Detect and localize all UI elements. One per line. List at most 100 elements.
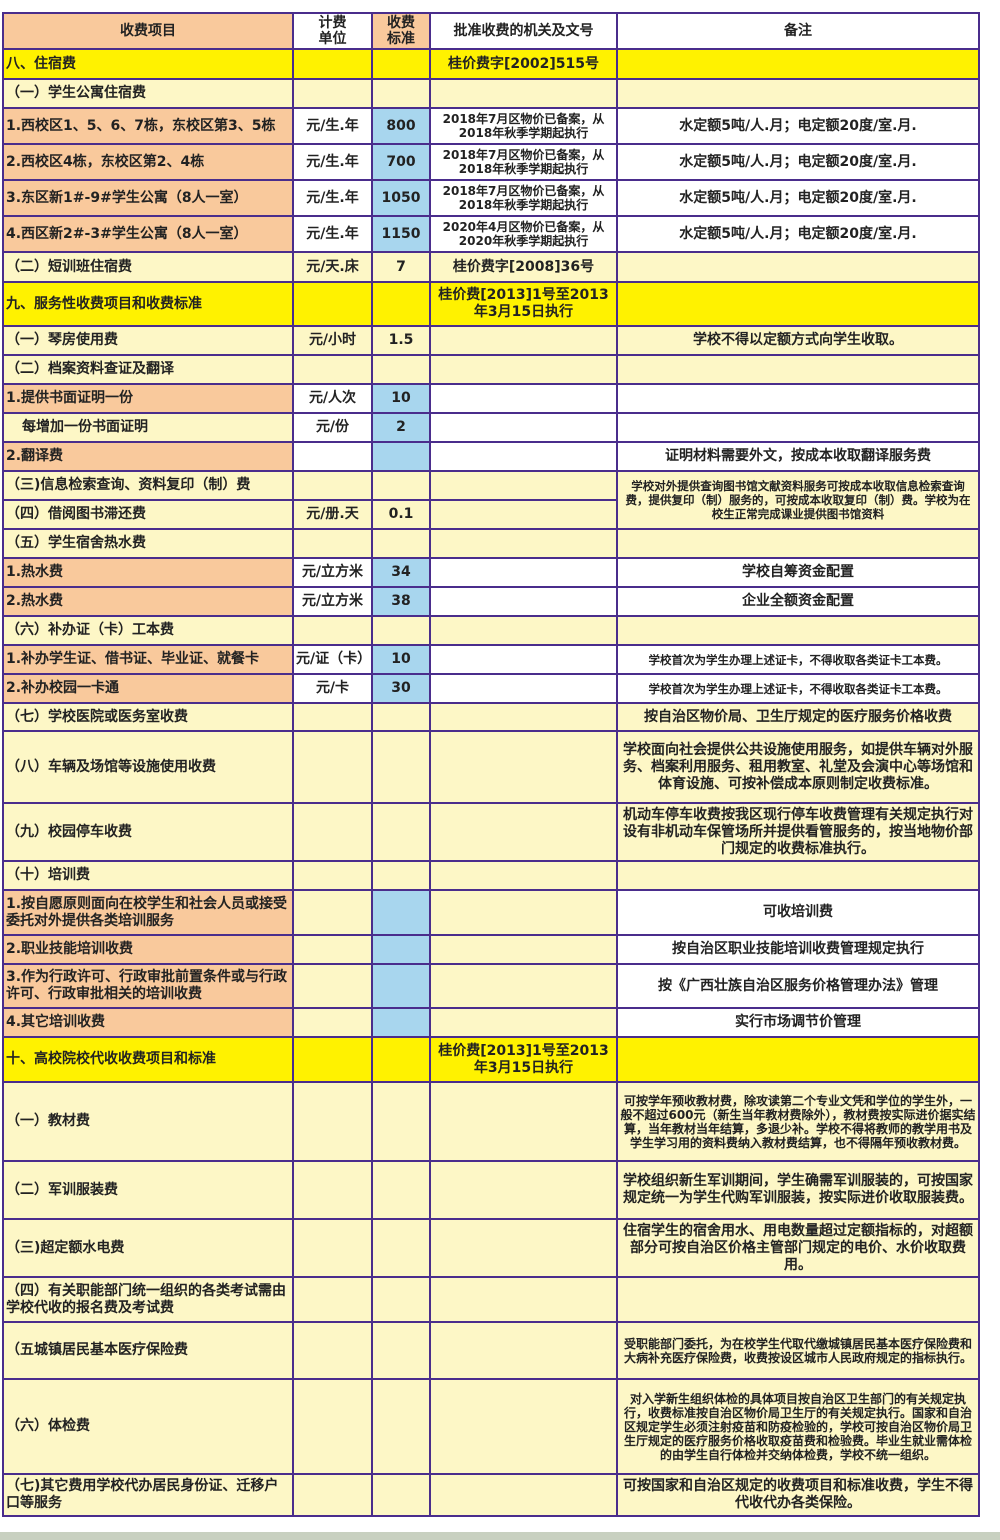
cell-item: 九、服务性收费项目和收费标准 xyxy=(2,281,294,327)
cell-authority xyxy=(429,644,618,675)
cell-item: 4.其它培训收费 xyxy=(2,1007,294,1038)
cell-price: 1050 xyxy=(371,179,431,217)
header-item: 收费项目 xyxy=(2,12,294,50)
cell-authority xyxy=(429,1276,618,1323)
cell-authority xyxy=(429,1218,618,1278)
bottom-bar xyxy=(0,1532,1000,1540)
cell-remark xyxy=(616,412,980,443)
cell-price xyxy=(371,1276,431,1323)
cell-remark: 学校首次为学生办理上述证卡，不得收取各类证卡工本费。 xyxy=(616,644,980,675)
cell-price: 800 xyxy=(371,107,431,145)
cell-price: 10 xyxy=(371,644,431,675)
cell-unit xyxy=(292,1473,373,1517)
table-row: （八）车辆及场馆等设施使用收费 学校面向社会提供公共设施使用服务，如提供车辆对外服… xyxy=(2,730,980,804)
cell-remark: 按《广西壮族自治区服务价格管理办法》管理 xyxy=(616,963,980,1009)
table-row: 每增加一份书面证明 元/份 2 xyxy=(2,412,980,443)
cell-remark: 可按学年预收教材费，除攻读第二个专业文凭和学位的学生外，一般不超过600元（新生… xyxy=(616,1081,980,1162)
cell-price: 2 xyxy=(371,412,431,443)
cell-unit: 元/立方米 xyxy=(292,586,373,617)
table-row: 九、服务性收费项目和收费标准 桂价费[2013]1号至2013年3月15日执行 xyxy=(2,281,980,327)
header-unit: 计费 单位 xyxy=(292,12,373,50)
header-row: 收费项目 计费 单位 收费 标准 批准收费的机关及文号 备注 xyxy=(2,12,980,50)
cell-authority xyxy=(429,963,618,1009)
cell-authority xyxy=(429,802,618,862)
table-row: 1.西校区1、5、6、7栋，东校区第3、5栋 元/生.年 800 2018年7月区物价… xyxy=(2,107,980,145)
cell-price xyxy=(371,802,431,862)
cell-item: （二）档案资料查证及翻译 xyxy=(2,354,294,385)
fee-table: 收费项目 计费 单位 收费 标准 批准收费的机关及文号 备注 八、住宿费 桂价费字… xyxy=(2,12,980,1517)
cell-item: （二）军训服装费 xyxy=(2,1160,294,1220)
cell-price xyxy=(371,702,431,732)
cell-unit: 元/证（卡） xyxy=(292,644,373,675)
cell-unit: 元/小时 xyxy=(292,325,373,356)
cell-item: 2.热水费 xyxy=(2,586,294,617)
cell-remark: 实行市场调节价管理 xyxy=(616,1007,980,1038)
table-row: 3.东区新1#-9#学生公寓（8人一室） 元/生.年 1050 2018年7月区物价已… xyxy=(2,179,980,217)
cell-authority xyxy=(429,889,618,936)
cell-item: （四）有关职能部门统一组织的各类考试需由学校代收的报名费及考试费 xyxy=(2,1276,294,1323)
cell-unit xyxy=(292,730,373,804)
header-authority: 批准收费的机关及文号 xyxy=(429,12,618,50)
cell-remark: 学校不得以定额方式向学生收取。 xyxy=(616,325,980,356)
cell-unit xyxy=(292,802,373,862)
cell-unit xyxy=(292,528,373,559)
cell-remark: 水定额5吨/人.月；电定额20度/室.月. xyxy=(616,179,980,217)
table-row: （二）短训班住宿费 元/天.床 7 桂价费字[2008]36号 xyxy=(2,251,980,283)
table-row: （五）学生宿舍热水费 xyxy=(2,528,980,559)
cell-item: （四）借阅图书滞还费 xyxy=(2,499,294,530)
cell-authority xyxy=(429,1081,618,1162)
cell-authority xyxy=(429,78,618,109)
cell-item: 3.作为行政许可、行政审批前置条件或与行政许可、行政审批相关的培训收费 xyxy=(2,963,294,1009)
cell-remark xyxy=(616,860,980,891)
cell-unit xyxy=(292,702,373,732)
cell-price xyxy=(371,963,431,1009)
cell-item: （六）体检费 xyxy=(2,1378,294,1475)
cell-remark: 学校组织新生军训期间，学生确需军训服装的，可按国家规定统一为学生代购军训服装，按… xyxy=(616,1160,980,1220)
cell-authority xyxy=(429,1007,618,1038)
cell-item: 2.西校区4栋，东校区第2、4栋 xyxy=(2,143,294,181)
table-row: （二）档案资料查证及翻译 xyxy=(2,354,980,385)
cell-item: 每增加一份书面证明 xyxy=(2,412,294,443)
cell-authority xyxy=(429,1378,618,1475)
cell-remark: 机动车停车收费按我区现行停车收费管理有关规定执行对设有非机动车保管场所并提供看管… xyxy=(616,802,980,862)
cell-remark: 学校面向社会提供公共设施使用服务，如提供车辆对外服务、档案利用服务、租用教室、礼… xyxy=(616,730,980,804)
cell-price xyxy=(371,1081,431,1162)
cell-unit: 元/生.年 xyxy=(292,107,373,145)
table-row: （六）体检费 对入学新生组织体检的具体项目按自治区卫生部门的有关规定执行，收费标准… xyxy=(2,1378,980,1475)
table-row: 2.翻译费 证明材料需要外文，按成本收取翻译服务费 xyxy=(2,441,980,472)
cell-item: （三)超定额水电费 xyxy=(2,1218,294,1278)
cell-remark: 水定额5吨/人.月；电定额20度/室.月. xyxy=(616,215,980,253)
cell-item: 2.职业技能培训收费 xyxy=(2,934,294,965)
cell-remark: 按自治区职业技能培训收费管理规定执行 xyxy=(616,934,980,965)
cell-price xyxy=(371,1007,431,1038)
cell-authority: 2018年7月区物价已备案，从2018年秋季学期起执行 xyxy=(429,143,618,181)
cell-item: （七)其它费用学校代办居民身份证、迁移户口等服务 xyxy=(2,1473,294,1517)
cell-authority xyxy=(429,1321,618,1380)
table-row: （五城镇居民基本医疗保险费 受职能部门委托，为在校学生代取代缴城镇居民基本医疗保险… xyxy=(2,1321,980,1380)
cell-remark xyxy=(616,354,980,385)
cell-unit: 元/生.年 xyxy=(292,143,373,181)
cell-price: 700 xyxy=(371,143,431,181)
cell-price xyxy=(371,78,431,109)
header-remark: 备注 xyxy=(616,12,980,50)
cell-price xyxy=(371,730,431,804)
cell-authority: 桂价费字[2008]36号 xyxy=(429,251,618,283)
cell-unit xyxy=(292,48,373,80)
cell-authority: 2020年4月区物价已备案，从2020年秋季学期起执行 xyxy=(429,215,618,253)
cell-remark: 水定额5吨/人.月；电定额20度/室.月. xyxy=(616,143,980,181)
cell-authority xyxy=(429,673,618,704)
cell-unit xyxy=(292,1081,373,1162)
table-row: 2.热水费 元/立方米 38 企业全额资金配置 xyxy=(2,586,980,617)
table-row: （一）学生公寓住宿费 xyxy=(2,78,980,109)
cell-unit xyxy=(292,441,373,472)
cell-authority xyxy=(429,528,618,559)
cell-unit xyxy=(292,354,373,385)
cell-remark: 学校对外提供查询图书馆文献资料服务可按成本收取信息检索查询费，提供复印（制）服务… xyxy=(616,470,980,530)
table-row: 2.西校区4栋，东校区第2、4栋 元/生.年 700 2018年7月区物价已备案，从2… xyxy=(2,143,980,181)
table-row: （六）补办证（卡）工本费 xyxy=(2,615,980,646)
table-row: 2.补办校园一卡通 元/卡 30 学校首次为学生办理上述证卡，不得收取各类证卡工本费。 xyxy=(2,673,980,704)
table-row: 1.按自愿原则面向在校学生和社会人员或接受委托对外提供各类培训服务 可收培训费 xyxy=(2,889,980,936)
cell-price xyxy=(371,354,431,385)
cell-remark: 证明材料需要外文，按成本收取翻译服务费 xyxy=(616,441,980,472)
cell-unit xyxy=(292,1160,373,1220)
